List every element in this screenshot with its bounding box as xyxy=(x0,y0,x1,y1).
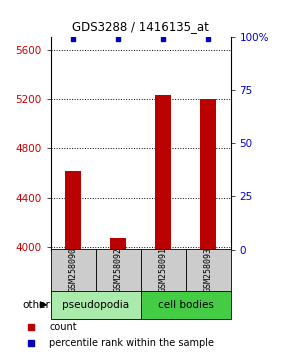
Text: count: count xyxy=(49,322,77,332)
Text: GSM258091: GSM258091 xyxy=(159,247,168,292)
Bar xyxy=(141,291,231,319)
Bar xyxy=(200,99,216,250)
Bar xyxy=(110,238,126,250)
Bar xyxy=(65,171,81,250)
Text: GSM258093: GSM258093 xyxy=(204,247,213,292)
Bar xyxy=(155,95,171,250)
Bar xyxy=(51,291,141,319)
Title: GDS3288 / 1416135_at: GDS3288 / 1416135_at xyxy=(72,20,209,33)
Text: GSM258090: GSM258090 xyxy=(69,247,78,292)
Text: GSM258092: GSM258092 xyxy=(114,247,123,292)
Bar xyxy=(141,249,186,292)
Bar xyxy=(96,249,141,292)
Text: other: other xyxy=(22,300,50,310)
Bar xyxy=(186,249,231,292)
Text: pseudopodia: pseudopodia xyxy=(62,300,129,310)
Text: cell bodies: cell bodies xyxy=(158,300,213,310)
Text: percentile rank within the sample: percentile rank within the sample xyxy=(49,338,214,348)
Bar xyxy=(51,249,96,292)
